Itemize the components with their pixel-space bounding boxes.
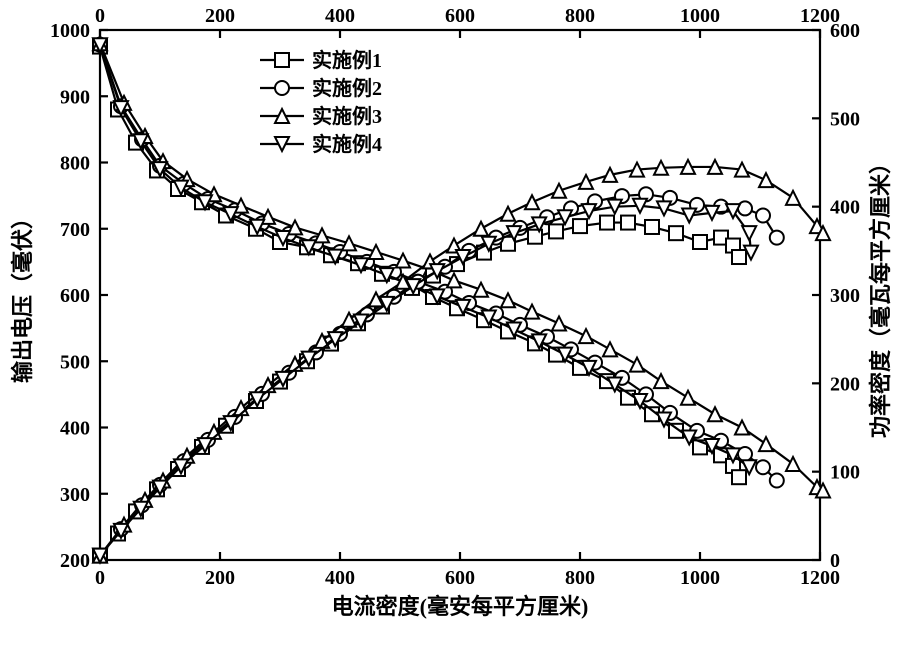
marker-triangle-up xyxy=(342,236,356,250)
yright-tick: 200 xyxy=(830,373,860,395)
plot-frame xyxy=(100,30,820,560)
legend-label: 实施例3 xyxy=(312,104,382,128)
dual-axis-chart: 0020020040040060060080080010001000120012… xyxy=(0,0,906,646)
marker-square xyxy=(645,220,659,234)
yleft-tick: 500 xyxy=(60,351,90,373)
marker-circle xyxy=(275,81,289,95)
marker-triangle-up xyxy=(786,191,800,205)
marker-triangle-up xyxy=(525,305,539,319)
marker-circle xyxy=(756,209,770,223)
marker-triangle-down xyxy=(742,226,756,240)
marker-triangle-up xyxy=(447,273,461,287)
marker-triangle-up xyxy=(630,358,644,372)
series-line xyxy=(100,206,751,556)
series-line xyxy=(100,47,739,478)
marker-square xyxy=(275,53,289,67)
marker-triangle-up xyxy=(501,207,515,221)
power-series-pow-2 xyxy=(93,187,784,562)
marker-triangle-up xyxy=(552,184,566,198)
x-tick-bottom: 0 xyxy=(95,567,105,589)
marker-square xyxy=(669,226,683,240)
yleft-tick: 600 xyxy=(60,285,90,307)
marker-triangle-up xyxy=(552,316,566,330)
marker-triangle-up xyxy=(525,195,539,209)
yright-tick: 300 xyxy=(830,285,860,307)
marker-triangle-up xyxy=(681,391,695,405)
yleft-tick: 700 xyxy=(60,219,90,241)
x-tick-top: 400 xyxy=(325,5,355,27)
marker-square xyxy=(549,224,563,238)
marker-triangle-up xyxy=(708,407,722,421)
marker-triangle-up xyxy=(759,437,773,451)
yleft-tick: 1000 xyxy=(50,20,90,42)
x-tick-bottom: 1000 xyxy=(680,567,720,589)
series-line xyxy=(100,45,749,467)
x-tick-top: 0 xyxy=(95,5,105,27)
legend-label: 实施例4 xyxy=(312,132,382,156)
marker-square xyxy=(600,216,614,230)
yright-axis-label: 功率密度（毫瓦每平方厘米） xyxy=(868,152,893,438)
voltage-series-vol-1 xyxy=(93,40,746,485)
yright-tick: 600 xyxy=(830,20,860,42)
yleft-tick: 800 xyxy=(60,153,90,175)
marker-triangle-up xyxy=(396,254,410,268)
marker-square xyxy=(621,216,635,230)
legend-item: 实施例3 xyxy=(260,104,382,128)
legend-label: 实施例2 xyxy=(312,76,382,100)
x-tick-bottom: 800 xyxy=(565,567,595,589)
marker-triangle-up xyxy=(735,421,749,435)
marker-triangle-up xyxy=(654,374,668,388)
marker-triangle-down xyxy=(558,210,572,224)
legend-item: 实施例4 xyxy=(260,132,382,156)
x-tick-top: 1000 xyxy=(680,5,720,27)
series-line xyxy=(100,194,777,555)
legend-label: 实施例1 xyxy=(312,48,382,72)
yleft-tick: 900 xyxy=(60,86,90,108)
chart-container: 0020020040040060060080080010001000120012… xyxy=(0,0,906,646)
x-tick-top: 600 xyxy=(445,5,475,27)
marker-triangle-up xyxy=(474,222,488,236)
marker-triangle-up xyxy=(501,293,515,307)
yright-tick: 100 xyxy=(830,462,860,484)
yleft-tick: 200 xyxy=(60,550,90,572)
x-tick-top: 200 xyxy=(205,5,235,27)
yleft-axis-label: 输出电压（毫伏） xyxy=(10,207,35,383)
marker-circle xyxy=(770,231,784,245)
marker-square xyxy=(573,219,587,233)
yright-tick: 400 xyxy=(830,197,860,219)
marker-square xyxy=(693,235,707,249)
series-line xyxy=(100,167,823,556)
x-tick-bottom: 400 xyxy=(325,567,355,589)
marker-triangle-up xyxy=(369,245,383,259)
marker-circle xyxy=(770,474,784,488)
x-tick-top: 800 xyxy=(565,5,595,27)
marker-triangle-up xyxy=(759,173,773,187)
marker-square xyxy=(732,470,746,484)
marker-triangle-up xyxy=(603,342,617,356)
legend-item: 实施例1 xyxy=(260,48,382,72)
yleft-tick: 300 xyxy=(60,484,90,506)
marker-triangle-up xyxy=(315,228,329,242)
yright-tick: 0 xyxy=(830,550,840,572)
yright-tick: 500 xyxy=(830,108,860,130)
power-series-pow-3 xyxy=(93,160,830,563)
marker-triangle-up xyxy=(474,283,488,297)
marker-circle xyxy=(756,460,770,474)
x-axis-label: 电流密度(毫安每平方厘米) xyxy=(332,594,589,619)
x-tick-bottom: 600 xyxy=(445,567,475,589)
x-tick-bottom: 200 xyxy=(205,567,235,589)
legend-item: 实施例2 xyxy=(260,76,382,100)
marker-square xyxy=(732,250,746,264)
marker-triangle-up xyxy=(579,175,593,189)
yleft-tick: 400 xyxy=(60,418,90,440)
marker-triangle-up xyxy=(579,329,593,343)
